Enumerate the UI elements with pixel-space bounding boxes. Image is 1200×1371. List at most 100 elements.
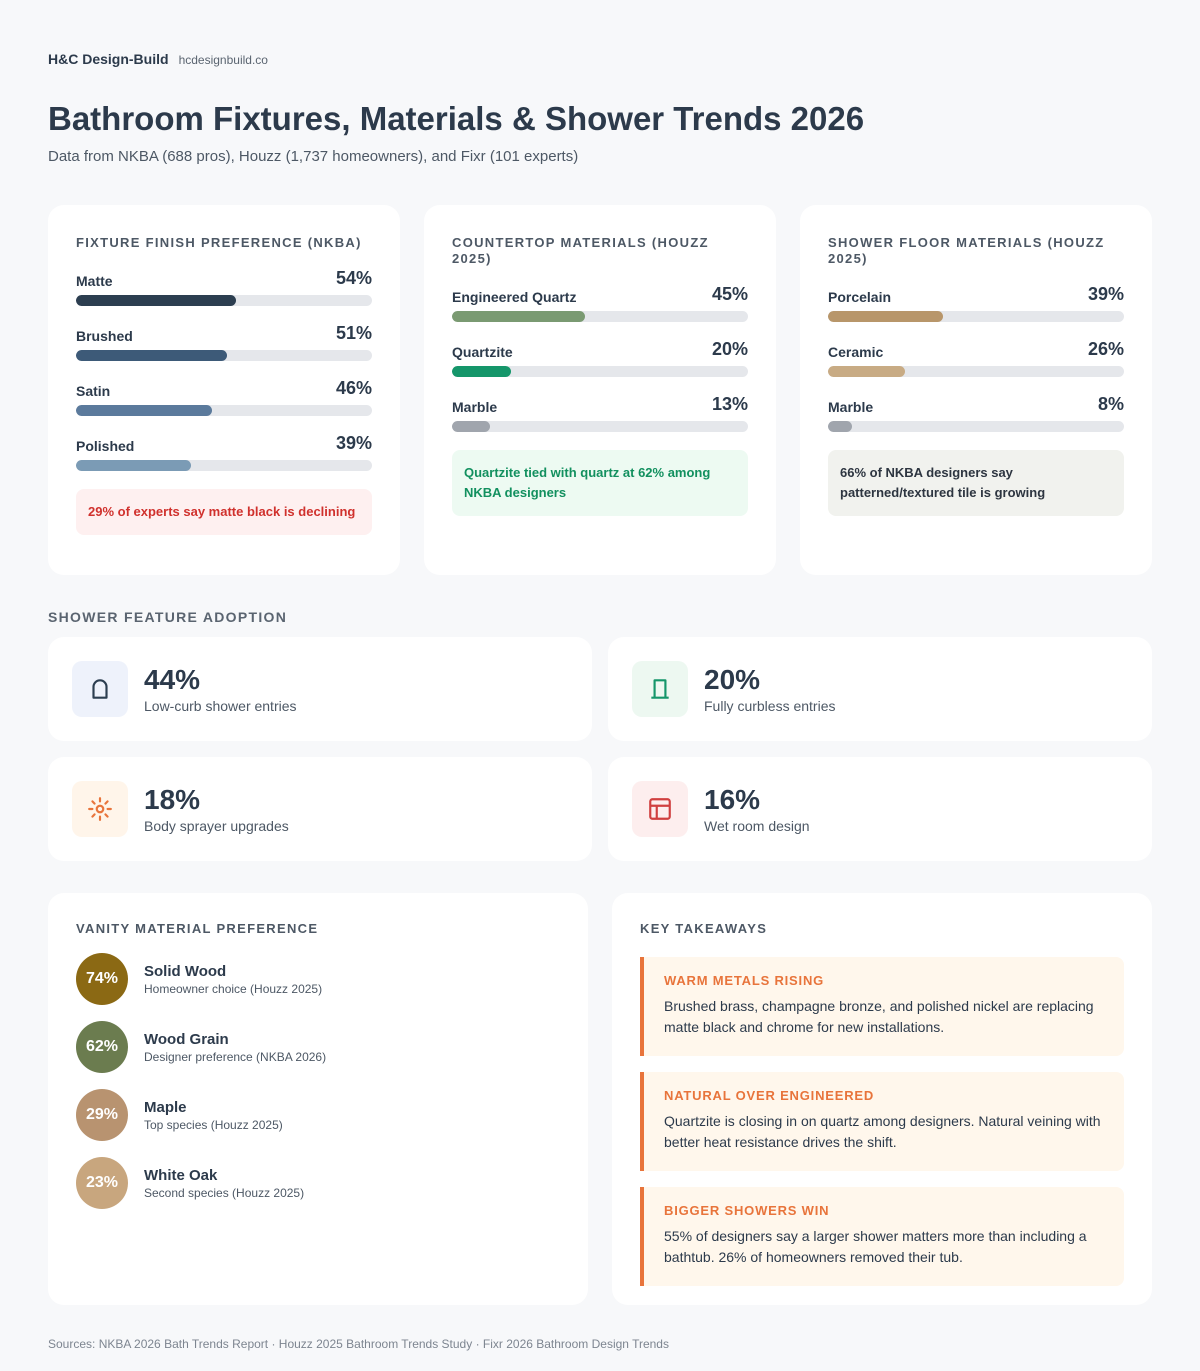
card-title: COUNTERTOP MATERIALS (HOUZZ 2025) <box>452 235 709 266</box>
bar-track <box>828 366 1124 377</box>
feature-text: 18% Body sprayer upgrades <box>144 784 289 834</box>
footer: Sources: NKBA 2026 Bath Trends Report · … <box>48 1337 669 1351</box>
icon-box <box>72 781 128 837</box>
takeaway-body: Quartzite is closing in on quartz among … <box>664 1113 1101 1150</box>
bar-row-head: Polished 39% <box>76 432 372 454</box>
bar-row-head: Engineered Quartz 45% <box>452 283 748 305</box>
value-label: 46% <box>335 378 372 398</box>
bar-card: SHOWER FLOOR MATERIALS (HOUZZ 2025) Porce… <box>800 205 1152 575</box>
vanity-value: 29% <box>76 1089 128 1141</box>
bar-label: Quartzite <box>452 344 513 360</box>
icon-box <box>72 661 128 717</box>
feature-label: Body sprayer upgrades <box>144 818 289 834</box>
header-brand-line: H&C Design-Build hcdesignbuild.co <box>48 51 268 69</box>
vanity-sub: Homeowner choice (Houzz 2025) <box>144 981 323 996</box>
header: Bathroom Fixtures, Materials & Shower Tr… <box>48 100 864 165</box>
bar <box>452 366 512 377</box>
site: hcdesignbuild.co <box>178 53 268 67</box>
bar-card: FIXTURE FINISH PREFERENCE (NKBA) Matte 54%… <box>48 205 400 575</box>
bar-row-head: Quartzite 20% <box>452 338 748 360</box>
icon-shape <box>651 679 669 699</box>
bar-row-head: Brushed 51% <box>76 322 372 344</box>
takeaway-body: 55% of designers say a larger shower mat… <box>664 1228 1087 1265</box>
bar-label: Porcelain <box>828 289 892 305</box>
card-title: FIXTURE FINISH PREFERENCE (NKBA) <box>76 235 362 250</box>
bar-row: Matte 54% <box>76 267 372 306</box>
value-label: 8% <box>1097 394 1124 414</box>
bar-label: Ceramic <box>828 344 884 360</box>
bar-row: Polished 39% <box>76 432 372 471</box>
bar-track <box>828 421 1124 432</box>
feature-value: 44% <box>144 664 201 695</box>
feature-card: 44% Low-curb shower entries <box>48 637 592 741</box>
vanity-text: White Oak Second species (Houzz 2025) <box>144 1167 304 1200</box>
value-label: 26% <box>1087 339 1124 359</box>
vanity-row: 74% Solid Wood Homeowner choice (Houzz 202… <box>76 953 560 1005</box>
bar-row: Marble 13% <box>452 393 748 432</box>
icon-shape <box>649 798 671 820</box>
value-label: 39% <box>1087 284 1124 304</box>
feature-card: 18% Body sprayer upgrades <box>48 757 592 861</box>
bar-track <box>828 311 1124 322</box>
note: 66% of NKBA designers say patterned/text… <box>828 450 1124 516</box>
vanity-sub: Top species (Houzz 2025) <box>144 1117 283 1132</box>
vanity-row: 62% Wood Grain Designer preference (NKBA 2… <box>76 1021 560 1073</box>
bar-track <box>76 460 372 471</box>
bar-track <box>452 421 748 432</box>
bar-label: Marble <box>828 399 874 415</box>
bar-label: Matte <box>76 273 113 289</box>
vanity-sub: Second species (Houzz 2025) <box>144 1185 305 1200</box>
bar-card: COUNTERTOP MATERIALS (HOUZZ 2025) Enginee… <box>424 205 776 575</box>
icon-shape <box>88 797 112 821</box>
bar <box>452 421 491 432</box>
takeaways-card: KEY TAKEAWAYS WARM METALS RISING Brushed … <box>612 893 1152 1305</box>
vanity-value: 62% <box>76 1021 128 1073</box>
value-label: 20% <box>711 339 748 359</box>
icon <box>92 679 108 699</box>
bar <box>76 295 236 306</box>
value-label: 54% <box>335 268 372 288</box>
vanity-value: 23% <box>76 1157 128 1209</box>
bar <box>76 350 227 361</box>
icon-shape <box>95 804 105 814</box>
note: 29% of experts say matte black is declin… <box>76 489 372 535</box>
icon-shape <box>650 804 670 819</box>
vanity-text: Maple Top species (Houzz 2025) <box>144 1099 283 1132</box>
bar-row: Satin 46% <box>76 377 372 416</box>
bar-label: Marble <box>452 399 498 415</box>
feature-label: Wet room design <box>704 818 810 834</box>
vanity-text: Wood Grain Designer preference (NKBA 2026… <box>144 1031 326 1064</box>
title: Bathroom Fixtures, Materials & Shower Tr… <box>48 100 865 137</box>
takeaway: WARM METALS RISING Brushed brass, champag… <box>640 957 1124 1056</box>
bar <box>76 405 213 416</box>
takeaway: BIGGER SHOWERS WIN 55% of designers say a… <box>640 1187 1124 1286</box>
bar-label: Engineered Quartz <box>452 289 577 305</box>
vanity-row: 23% White Oak Second species (Houzz 2025) <box>76 1157 560 1209</box>
bar-row: Brushed 51% <box>76 322 372 361</box>
bar-row: Quartzite 20% <box>452 338 748 377</box>
vanity-name: Solid Wood <box>144 962 227 980</box>
takeaway-heading: WARM METALS RISING <box>664 973 825 988</box>
bar-label: Brushed <box>76 328 133 344</box>
feature-text: 16% Wet room design <box>704 784 810 834</box>
bar <box>828 366 905 377</box>
bar-label: Polished <box>76 438 135 454</box>
subtitle: Data from NKBA (688 pros), Houzz (1,737 … <box>48 148 579 165</box>
value-label: 51% <box>335 323 372 343</box>
icon <box>649 798 671 820</box>
vanity-name: White Oak <box>144 1166 218 1184</box>
bar-track <box>76 405 372 416</box>
bar-row-head: Ceramic 26% <box>828 338 1124 360</box>
takeaway-body: Brushed brass, champagne bronze, and pol… <box>664 998 1094 1035</box>
card-title: KEY TAKEAWAYS <box>640 921 768 936</box>
vanity-row: 29% Maple Top species (Houzz 2025) <box>76 1089 560 1141</box>
bar-row-head: Porcelain 39% <box>828 283 1124 305</box>
feature-card: 16% Wet room design <box>608 757 1152 861</box>
bar-row-head: Marble 8% <box>828 393 1124 415</box>
bar-track <box>452 366 748 377</box>
feature-value: 20% <box>704 664 761 695</box>
feature-text: 20% Fully curbless entries <box>704 664 836 714</box>
feature-label: Low-curb shower entries <box>144 698 297 714</box>
note: Quartzite tied with quartz at 62% among … <box>452 450 748 516</box>
